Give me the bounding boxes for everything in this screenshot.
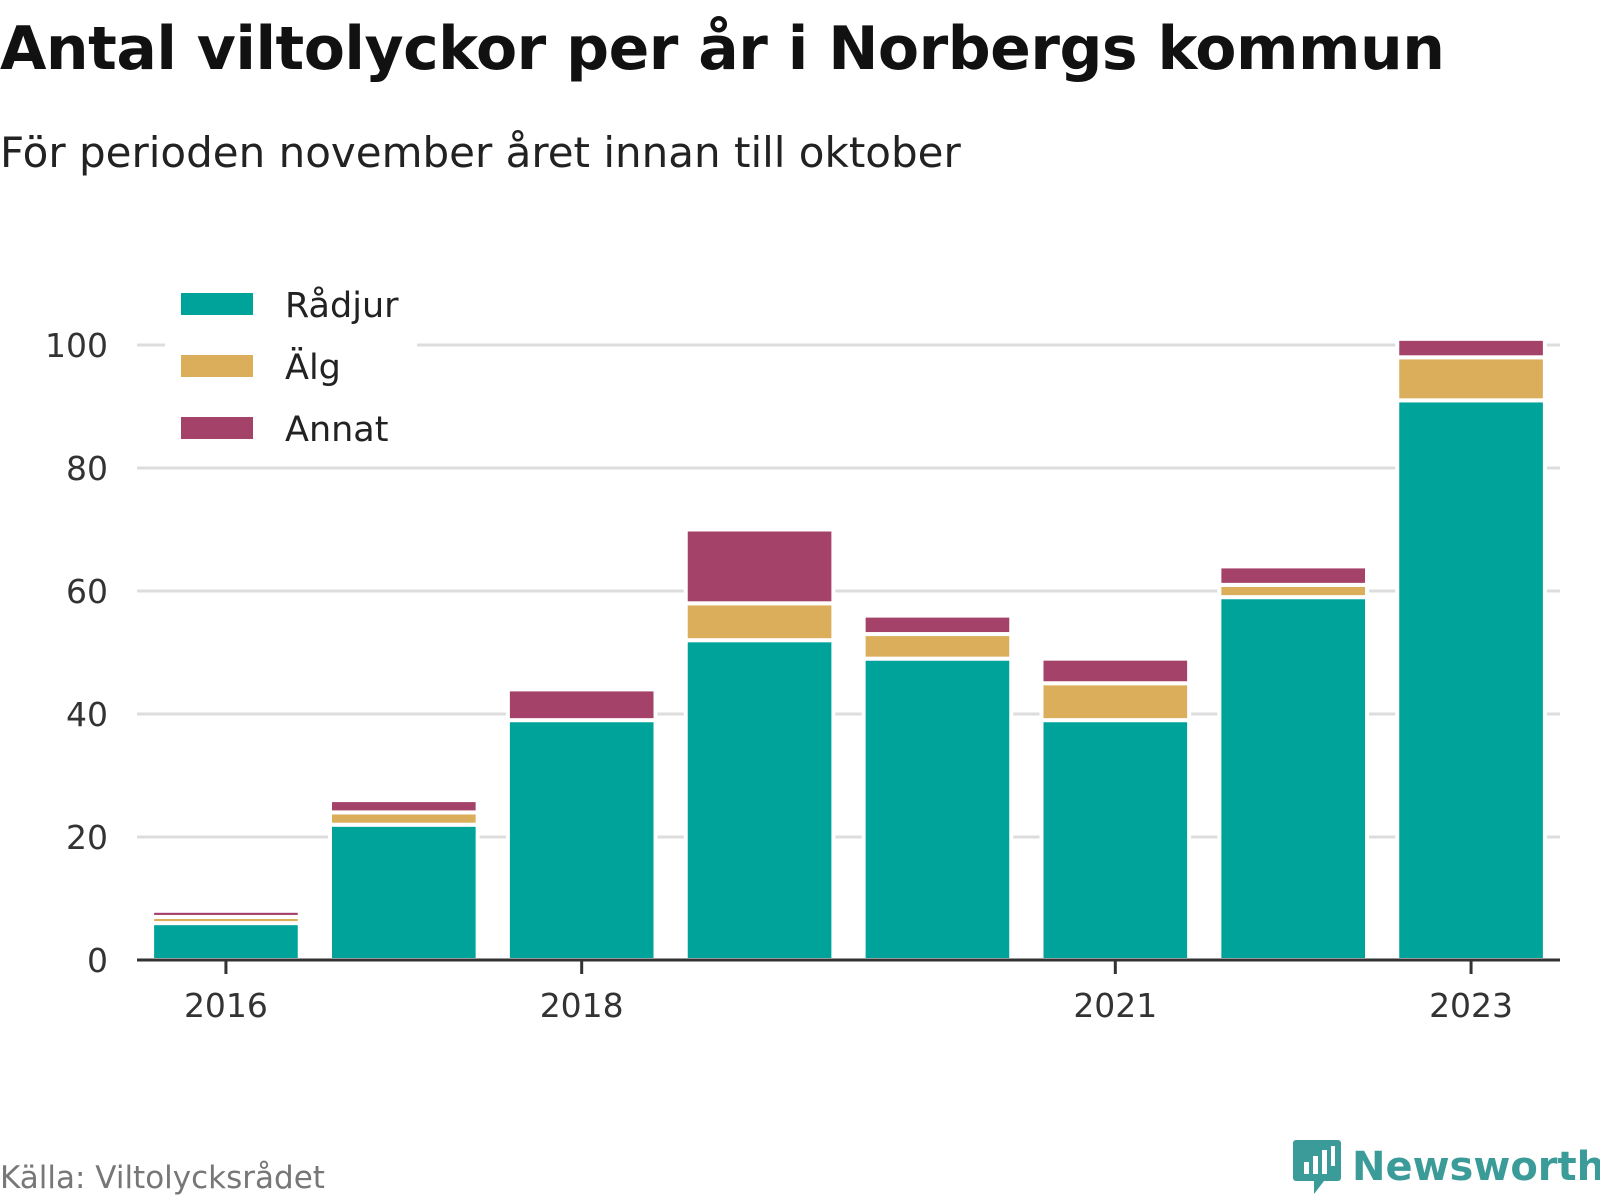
bar-segment [327,822,480,963]
legend-label: Annat [285,410,388,450]
chart-title: Antal viltolyckor per år i Norbergs komm… [0,14,1445,84]
bar-segment [683,638,836,962]
bar-segment [861,632,1014,661]
brand-logo: Newsworthy [1292,1138,1600,1196]
x-tick-label: 2018 [540,986,624,1025]
bar-segment [327,798,480,815]
bar-segment [1039,718,1192,963]
legend-swatch [181,293,253,315]
bar-segment [1217,564,1370,587]
bar-segment [683,527,836,606]
y-tick-label: 40 [66,695,108,734]
bar-segment [1039,656,1192,686]
newsworthy-logo-icon [1293,1140,1341,1194]
x-tick-label: 2023 [1429,986,1513,1025]
chart-subtitle: För perioden november året innan till ok… [0,128,961,177]
axes: 0 20 40 60 80 100 2016 2018 2021 2023 [45,326,1560,1025]
legend-swatch [181,417,253,439]
bar-segment [1217,595,1370,963]
bar-segment [150,921,302,962]
legend-label: Rådjur [285,285,399,326]
y-tick-label: 100 [45,326,108,365]
legend-swatch [181,355,253,377]
bar-segment [1395,355,1547,403]
bar-segment [505,687,658,723]
x-tick-label: 2016 [184,986,268,1025]
stacked-bar-chart: 0 20 40 60 80 100 2016 2018 2021 2023 Rådjur Älg An… [45,275,1560,1025]
bar-segment [150,908,302,919]
bar-segment [1039,681,1192,723]
bar-segment [861,656,1014,963]
bar-segment [505,718,658,963]
bar-segment [1395,398,1547,963]
legend: Rådjur Älg Annat [165,275,417,455]
x-tick-label: 2021 [1073,986,1157,1025]
y-tick-label: 20 [66,818,108,857]
bar-segment [861,613,1014,637]
bar-segment [683,601,836,643]
source-note: Källa: Viltolycksrådet [0,1160,325,1196]
legend-label: Älg [285,346,341,388]
y-tick-label: 0 [87,941,108,980]
brand-name: Newsworthy [1352,1144,1600,1190]
y-tick-label: 60 [66,572,108,611]
bar-segment [1395,336,1547,360]
y-tick-label: 80 [66,449,108,488]
